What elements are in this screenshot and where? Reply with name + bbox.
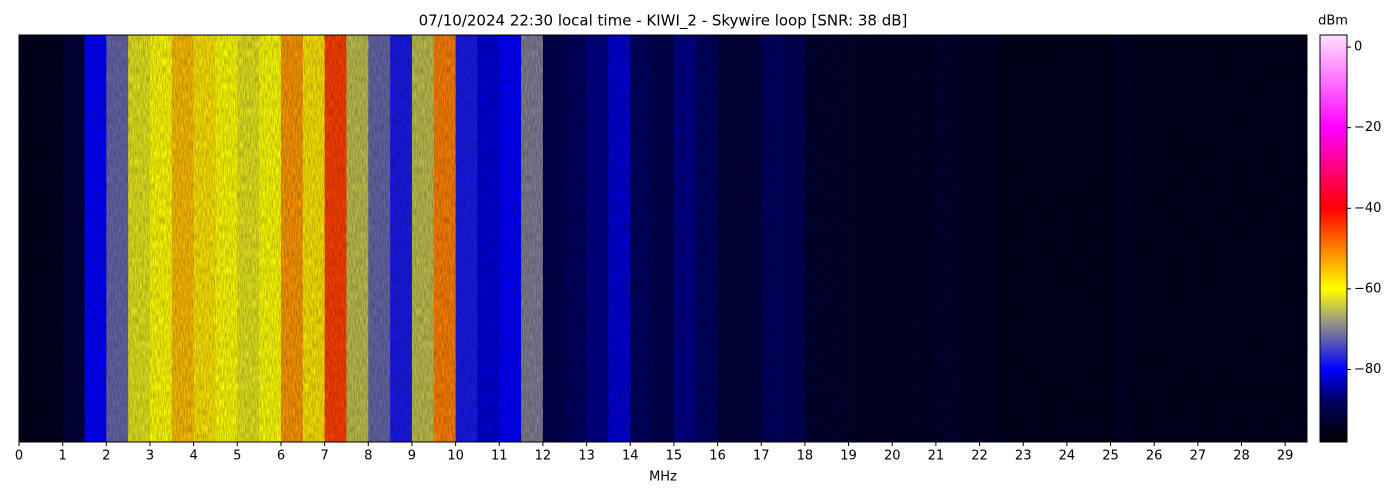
x-tick-label: 19 [840, 449, 857, 464]
x-tick-label: 21 [928, 449, 945, 464]
x-tick-label: 13 [578, 449, 595, 464]
x-tick-label: 20 [884, 449, 901, 464]
x-tick-label: 17 [753, 449, 770, 464]
colorbar-tick-label: 0 [1354, 40, 1362, 55]
x-tick-label: 23 [1015, 449, 1032, 464]
x-tick-label: 22 [971, 449, 988, 464]
x-tick-label: 11 [491, 449, 508, 464]
x-tick-label: 0 [15, 449, 23, 464]
x-tick-label: 10 [447, 449, 464, 464]
x-tick-label: 16 [709, 449, 726, 464]
x-axis-label: MHz [649, 470, 677, 485]
x-tick-label: 9 [408, 449, 416, 464]
x-tick-label: 6 [277, 449, 285, 464]
x-tick-label: 3 [146, 449, 154, 464]
colorbar-label: dBm [1318, 14, 1348, 29]
x-tick-label: 25 [1102, 449, 1119, 464]
x-tick-label: 5 [233, 449, 241, 464]
chart-title: 07/10/2024 22:30 local time - KIWI_2 - S… [419, 12, 908, 31]
colorbar-tick-label: −80 [1354, 362, 1381, 377]
x-tick-label: 28 [1233, 449, 1250, 464]
x-tick-label: 18 [797, 449, 814, 464]
x-tick-label: 27 [1190, 449, 1207, 464]
x-tick-label: 4 [190, 449, 198, 464]
x-tick-label: 15 [666, 449, 683, 464]
x-tick-label: 8 [364, 449, 372, 464]
x-tick-label: 12 [535, 449, 552, 464]
plot-frame [18, 34, 1308, 443]
texture [19, 35, 1307, 442]
x-tick-label: 26 [1146, 449, 1163, 464]
x-tick-label: 24 [1059, 449, 1076, 464]
x-tick-label: 2 [102, 449, 110, 464]
colorbar-tick-label: −40 [1354, 201, 1381, 216]
colorbar-tick-label: −20 [1354, 120, 1381, 135]
colorbar-tick-label: −60 [1354, 281, 1381, 296]
colorbar [1319, 34, 1348, 443]
x-tick-label: 29 [1277, 449, 1294, 464]
x-tick-label: 14 [622, 449, 639, 464]
x-tick-label: 7 [320, 449, 328, 464]
x-tick-label: 1 [59, 449, 67, 464]
